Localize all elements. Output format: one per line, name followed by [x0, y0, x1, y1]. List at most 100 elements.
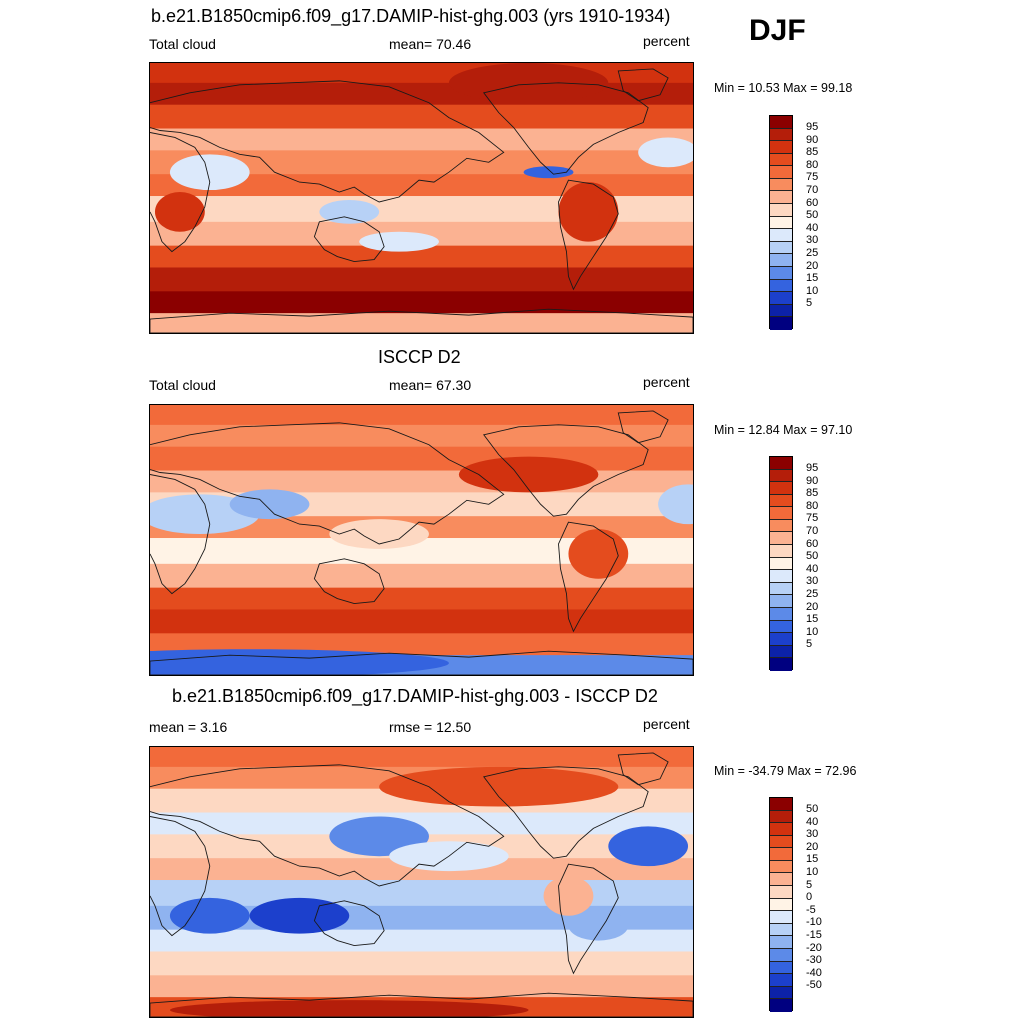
coastline [150, 80, 505, 203]
contour-region [169, 1000, 529, 1017]
colorbar-tick-label: 20 [806, 600, 819, 613]
colorbar-tick-label: 80 [806, 158, 819, 171]
colorbar-tick-label: 60 [806, 537, 819, 550]
colorbar-swatch [770, 823, 792, 836]
panel-2-units-label: percent [643, 374, 690, 390]
contour-field [150, 747, 693, 1017]
panel-2-title: ISCCP D2 [378, 347, 461, 367]
colorbar-swatch [770, 595, 792, 608]
colorbar-swatch [770, 835, 792, 849]
colorbar-swatch [770, 141, 792, 154]
colorbar-swatch [770, 810, 792, 824]
panel-2-variable-label: Total cloud [149, 377, 216, 393]
colorbar-tick-label: 15 [806, 272, 819, 285]
contour-band [150, 104, 693, 130]
colorbar-swatch [770, 317, 792, 330]
colorbar-swatch [770, 798, 792, 811]
colorbar-tick-label: 10 [806, 284, 819, 297]
colorbar-tick-label: -50 [806, 979, 822, 992]
colorbar-tick-label: 50 [806, 803, 819, 816]
colorbar-tick-label: 30 [806, 234, 819, 247]
colorbar-swatch [770, 482, 792, 495]
panel-2-mean-label: mean= 67.30 [389, 377, 472, 393]
colorbar-swatch [770, 532, 792, 546]
contour-region [169, 154, 250, 191]
colorbar-swatch [770, 986, 792, 1000]
coastline [617, 68, 669, 102]
contour-region [608, 826, 689, 867]
coastline [617, 410, 669, 444]
contour-band [150, 951, 693, 977]
contour-region [249, 897, 350, 934]
panel-1-minmax-label: Min = 10.53 Max = 99.18 [714, 81, 853, 95]
coastline [150, 132, 211, 253]
colorbar-swatch [770, 254, 792, 267]
contour-field [150, 405, 693, 675]
colorbar-swatch [770, 116, 792, 129]
colorbar-swatch [770, 633, 792, 646]
contour-band [150, 609, 693, 635]
colorbar-tick-label: 90 [806, 133, 819, 146]
colorbar-swatch [770, 620, 792, 634]
contour-region [658, 484, 693, 525]
colorbar-tick-label: 75 [806, 512, 819, 525]
panel-3-rmse-label: rmse = 12.50 [389, 719, 472, 735]
contour-band [150, 812, 693, 836]
colorbar-swatch [770, 266, 792, 280]
colorbar-swatch [770, 494, 792, 508]
contour-region [329, 519, 429, 549]
colorbar-swatch [770, 948, 792, 962]
contour-band [150, 975, 693, 999]
contour-region [329, 816, 429, 857]
coastline [150, 764, 505, 887]
coastline [482, 766, 649, 859]
coastline [313, 216, 385, 262]
panel-2-colorbar [769, 456, 793, 671]
colorbar-swatch [770, 923, 792, 937]
colorbar-tick-label: 20 [806, 259, 819, 272]
colorbar-tick-label: -5 [806, 903, 816, 916]
colorbar-swatch [770, 607, 792, 621]
colorbar-tick-label: 5 [806, 638, 813, 651]
contour-band [150, 446, 693, 472]
contour-band [150, 587, 693, 611]
colorbar-tick-label: 5 [806, 878, 813, 891]
colorbar-swatch [770, 545, 792, 558]
colorbar-swatch [770, 936, 792, 949]
contour-region [568, 910, 629, 941]
contour-region [319, 199, 380, 224]
contour-band [150, 929, 693, 953]
colorbar-swatch [770, 191, 792, 205]
panel-3-map [149, 746, 694, 1018]
panel-3-minmax-label: Min = -34.79 Max = 72.96 [714, 764, 857, 778]
colorbar-tick-label: 60 [806, 196, 819, 209]
contour-band [150, 470, 693, 494]
colorbar-tick-label: 85 [806, 487, 819, 500]
colorbar-tick-label: 80 [806, 499, 819, 512]
colorbar-swatch [770, 229, 792, 242]
colorbar-tick-label: 70 [806, 184, 819, 197]
contour-band [150, 174, 693, 198]
contour-field [150, 63, 693, 333]
colorbar-tick-label: 85 [806, 146, 819, 159]
colorbar-tick-label: 40 [806, 221, 819, 234]
contour-region [523, 166, 574, 179]
contour-region [154, 192, 205, 232]
coastline [558, 863, 619, 975]
colorbar-swatch [770, 178, 792, 192]
contour-band [150, 291, 693, 315]
colorbar-tick-label: -15 [806, 928, 822, 941]
colorbar-tick-label: 70 [806, 525, 819, 538]
colorbar-swatch [770, 216, 792, 230]
coastline [313, 900, 385, 946]
colorbar-swatch [770, 570, 792, 583]
colorbar-swatch [770, 886, 792, 899]
contour-region [229, 489, 310, 520]
panel-2-minmax-label: Min = 12.84 Max = 97.10 [714, 423, 853, 437]
colorbar-swatch [770, 860, 792, 874]
colorbar-swatch [770, 519, 792, 533]
colorbar-swatch [770, 166, 792, 179]
colorbar-tick-label: 15 [806, 853, 819, 866]
colorbar-swatch [770, 153, 792, 167]
contour-region [379, 766, 619, 807]
